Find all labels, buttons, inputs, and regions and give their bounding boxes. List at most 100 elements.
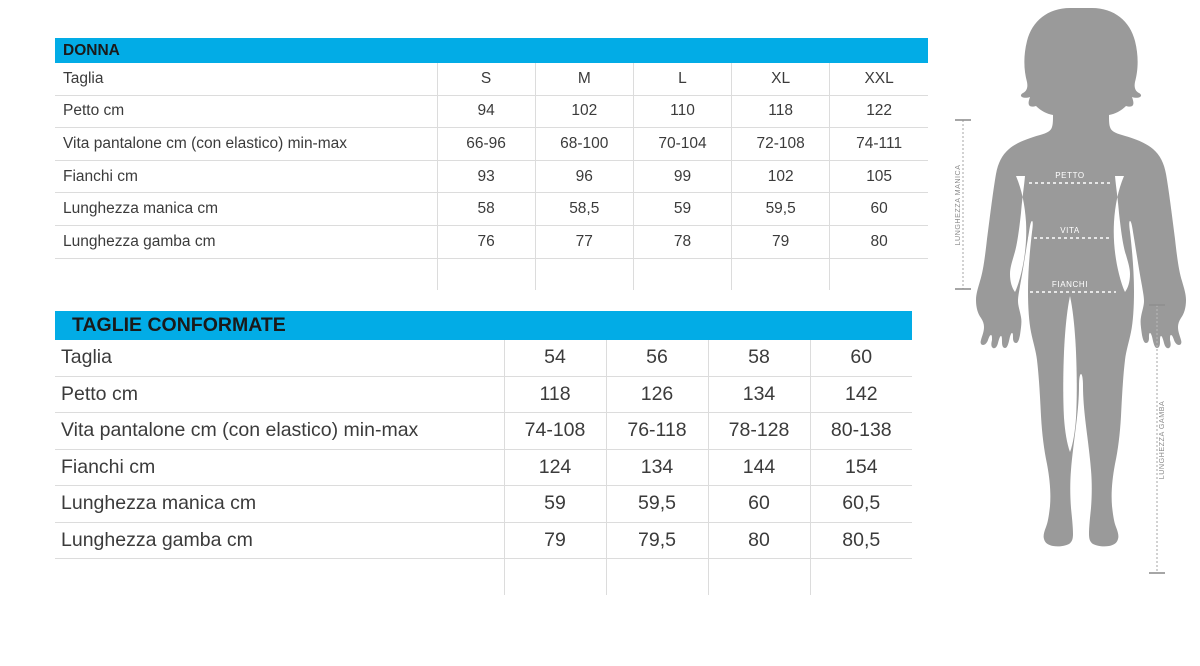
row-label: Petto cm (55, 95, 437, 129)
row-label: Fianchi cm (55, 449, 504, 486)
cell-value: 58,5 (534, 192, 634, 226)
cell-value: 60 (707, 485, 810, 523)
size-table-taglie-conformate: TAGLIE CONFORMATE Taglia 54 56 58 60 Pet… (55, 311, 913, 595)
table-row: Petto cm 94 102 110 118 122 (55, 95, 928, 129)
cell-value: 102 (731, 160, 830, 194)
table-row: Taglia S M L XL XXL (55, 63, 928, 96)
cell-value: 154 (809, 449, 913, 486)
cell-value: XL (731, 63, 830, 96)
spacer-cell (731, 258, 830, 291)
cell-value: 58 (436, 192, 536, 226)
cell-value: 60,5 (809, 485, 913, 523)
cell-value: 80,5 (809, 522, 913, 559)
table-row: Fianchi cm 124 134 144 154 (55, 449, 913, 486)
table-row: Vita pantalone cm (con elastico) min-max… (55, 127, 928, 161)
spacer-cell (809, 558, 913, 595)
row-label: Taglia (55, 340, 504, 377)
table-row: Lunghezza manica cm 58 58,5 59 59,5 60 (55, 192, 928, 226)
cell-value: 96 (534, 160, 634, 194)
table-row: Petto cm 118 126 134 142 (55, 376, 913, 413)
table-title-row: TAGLIE CONFORMATE (55, 311, 913, 340)
cell-value: 59 (632, 192, 732, 226)
spacer-cell (55, 558, 504, 595)
tables-area: DONNA Taglia S M L XL XXL Petto cm 94 10… (55, 38, 928, 595)
cell-value: 80 (829, 225, 928, 259)
cell-value: 122 (829, 95, 928, 129)
spacer-cell (707, 558, 810, 595)
table-row: Taglia 54 56 58 60 (55, 340, 913, 377)
row-label: Lunghezza manica cm (55, 192, 437, 226)
spacer-cell (829, 258, 928, 291)
cell-value: 72-108 (731, 127, 830, 161)
table-title-taglie-conformate: TAGLIE CONFORMATE (55, 311, 913, 340)
cell-value: 126 (605, 376, 708, 413)
cell-value: 134 (605, 449, 708, 486)
dimension-label-lunghezza-gamba: LUNGHEZZA GAMBA (1157, 401, 1166, 480)
body-measure-lines (1024, 182, 1116, 293)
cell-value: 77 (534, 225, 634, 259)
table-row: Lunghezza gamba cm 79 79,5 80 80,5 (55, 522, 913, 559)
spacer-cell (55, 258, 437, 291)
cell-value: 59,5 (731, 192, 830, 226)
spacer-cell (503, 558, 606, 595)
cell-value: 74-111 (829, 127, 928, 161)
cell-value: 56 (605, 340, 708, 377)
spacer-cell (534, 258, 634, 291)
cell-value: L (632, 63, 732, 96)
cell-value: 80 (707, 522, 810, 559)
cell-value: 60 (809, 340, 913, 377)
spacer-cell (632, 258, 732, 291)
arm-gap-right (1113, 176, 1130, 292)
table-row: Lunghezza gamba cm 76 77 78 79 80 (55, 225, 928, 259)
cell-value: XXL (829, 63, 928, 96)
body-measurement-figure: PETTO VITA FIANCHI LUNGHEZZA MANICA LUNG… (940, 0, 1200, 666)
cell-value: 54 (503, 340, 606, 377)
cell-value: 60 (829, 192, 928, 226)
cell-value: 124 (503, 449, 606, 486)
cell-value: S (436, 63, 536, 96)
row-label: Lunghezza gamba cm (55, 225, 437, 259)
leg-gap (1063, 296, 1077, 452)
cell-value: 78 (632, 225, 732, 259)
cell-value: 118 (731, 95, 830, 129)
dimension-label-lunghezza-manica: LUNGHEZZA MANICA (953, 164, 962, 245)
row-label: Lunghezza manica cm (55, 485, 504, 523)
cell-value: 118 (503, 376, 606, 413)
size-table-donna: DONNA Taglia S M L XL XXL Petto cm 94 10… (55, 38, 928, 291)
cell-value: 105 (829, 160, 928, 194)
cell-value: 66-96 (436, 127, 536, 161)
cell-value: 58 (707, 340, 810, 377)
body-label-petto: PETTO (1055, 171, 1085, 180)
cell-value: 59,5 (605, 485, 708, 523)
cell-value: 76-118 (605, 412, 708, 450)
table-row: Lunghezza manica cm 59 59,5 60 60,5 (55, 485, 913, 523)
body-label-vita: VITA (1060, 226, 1080, 235)
cell-value: 68-100 (534, 127, 634, 161)
table-spacer-row (55, 258, 928, 291)
table-title-row: DONNA (55, 38, 928, 63)
table-row: Fianchi cm 93 96 99 102 105 (55, 160, 928, 194)
cell-value: 79 (503, 522, 606, 559)
row-label: Lunghezza gamba cm (55, 522, 504, 559)
row-label: Vita pantalone cm (con elastico) min-max (55, 127, 437, 161)
cell-value: 74-108 (503, 412, 606, 450)
cell-value: 76 (436, 225, 536, 259)
cell-value: 94 (436, 95, 536, 129)
spacer-cell (605, 558, 708, 595)
cell-value: 142 (809, 376, 913, 413)
cell-value: 102 (534, 95, 634, 129)
table-row: Vita pantalone cm (con elastico) min-max… (55, 412, 913, 450)
cell-value: 80-138 (809, 412, 913, 450)
row-label: Petto cm (55, 376, 504, 413)
cell-value: 59 (503, 485, 606, 523)
dimension-lunghezza-gamba: LUNGHEZZA GAMBA (1149, 304, 1166, 574)
female-silhouette-icon (976, 8, 1186, 547)
row-label: Vita pantalone cm (con elastico) min-max (55, 412, 504, 450)
spacer-cell (436, 258, 536, 291)
table-title-donna: DONNA (55, 38, 928, 63)
row-label: Taglia (55, 63, 437, 96)
dimension-lunghezza-manica: LUNGHEZZA MANICA (953, 119, 971, 290)
cell-value: M (534, 63, 634, 96)
cell-value: 79 (731, 225, 830, 259)
